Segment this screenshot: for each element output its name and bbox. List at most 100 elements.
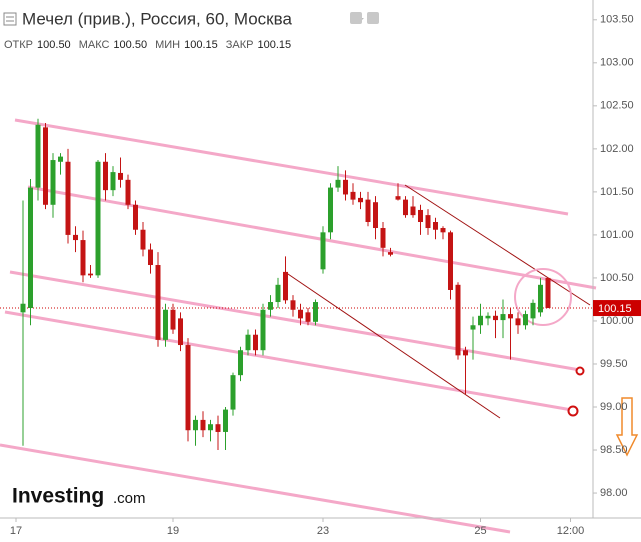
candle-body: [508, 314, 513, 319]
candle-body: [418, 209, 423, 222]
candle-body: [208, 424, 213, 431]
candle-body: [470, 325, 476, 330]
y-tick-label: 98.00: [600, 487, 628, 499]
candle-body: [380, 228, 386, 248]
channel-line: [27, 185, 597, 290]
trend-line: [404, 184, 591, 306]
candle-body: [185, 345, 191, 431]
candle-body: [65, 161, 71, 235]
summary-value: 100.50: [37, 39, 71, 51]
candle-body: [538, 284, 543, 313]
summary-label: ЗАКР: [226, 39, 254, 51]
candle-body: [110, 172, 116, 191]
summary-label: МИН: [155, 39, 180, 51]
candle-body: [193, 419, 198, 431]
candle-body: [313, 302, 318, 322]
anchor-point: [567, 405, 579, 417]
candle-body: [440, 228, 446, 233]
candle-body: [215, 424, 221, 432]
candle-body: [238, 350, 243, 376]
candle-body: [448, 232, 453, 290]
candle-body: [283, 271, 288, 301]
candle-body: [35, 124, 41, 188]
candle-body: [253, 334, 258, 351]
x-tick-label: 12:00: [557, 525, 585, 537]
candle-body: [80, 240, 86, 276]
y-tick-label: 103.00: [600, 57, 634, 69]
candle-body: [268, 302, 273, 310]
candle-body: [170, 309, 176, 330]
brand-suffix: .com: [113, 490, 146, 507]
y-tick-label: 102.50: [600, 100, 634, 112]
candle-body: [493, 315, 498, 321]
y-tick-label: 100.00: [600, 315, 634, 327]
candle-body: [298, 309, 303, 319]
candle-body: [118, 172, 123, 180]
y-tick-label: 100.50: [600, 272, 634, 284]
y-tick-label: 98.50: [600, 444, 628, 456]
candle-body: [73, 234, 78, 241]
candle-body: [388, 252, 393, 255]
last-price-label: 100.15: [598, 303, 632, 315]
y-tick-label: 101.00: [600, 229, 634, 241]
x-tick-label: 17: [10, 525, 22, 537]
candle-body: [103, 161, 108, 191]
candle-body: [305, 312, 311, 322]
candle-body: [365, 199, 371, 222]
summary-label: ОТКР: [4, 39, 33, 51]
candle-body: [140, 229, 146, 250]
candle-body: [373, 202, 378, 229]
x-tick-label: 23: [317, 525, 329, 537]
candle-body: [200, 419, 206, 431]
candle-body: [88, 273, 93, 276]
candle-body: [455, 284, 461, 356]
y-tick-label: 101.50: [600, 186, 634, 198]
channel-line: [4, 310, 573, 412]
menu-icon[interactable]: [3, 12, 17, 26]
candle-body: [275, 284, 281, 303]
summary-value: 100.15: [257, 39, 291, 51]
y-tick-label: 102.00: [600, 143, 634, 155]
y-tick-label: 99.50: [600, 358, 628, 370]
candle-body: [95, 161, 101, 276]
settings-icon[interactable]: [350, 12, 362, 24]
brand: Investing .com: [12, 485, 146, 508]
y-tick-label: 103.50: [600, 14, 634, 26]
candle-body: [178, 318, 183, 346]
candle-body: [155, 265, 161, 340]
ohlc-summary: ОТКР 100.50 МАКС 100.50 МИН 100.15 ЗАКР 100.15: [4, 39, 291, 51]
candle-body: [148, 249, 153, 266]
candle-body: [28, 187, 33, 309]
channel-line: [14, 118, 569, 216]
candle-body: [500, 314, 506, 321]
candle-body: [463, 350, 468, 356]
brand-name: Investing: [12, 485, 104, 508]
candle-body: [320, 232, 326, 270]
trend-line: [284, 271, 501, 419]
summary-value: 100.50: [113, 39, 147, 51]
candle-body: [245, 334, 251, 351]
candle-body: [290, 300, 296, 310]
candle-body: [133, 204, 138, 230]
close-icon[interactable]: [367, 12, 379, 24]
candle-body: [260, 309, 266, 351]
down-arrow: [615, 397, 639, 457]
x-tick-label: 25: [474, 525, 486, 537]
candle-body: [50, 160, 56, 205]
candle-body: [410, 206, 416, 216]
candle-body: [403, 199, 408, 216]
summary-value: 100.15: [184, 39, 218, 51]
chart-title: Мечел (прив.), Россия, 60, Москва: [22, 9, 292, 28]
candle-body: [358, 197, 363, 203]
summary-label: МАКС: [79, 39, 110, 51]
candle-body: [395, 196, 401, 200]
anchor-point: [575, 366, 585, 376]
candle-body: [433, 222, 438, 230]
candle-body: [163, 309, 168, 340]
candle-body: [350, 191, 356, 200]
drawings: [0, 118, 639, 534]
last-price-box: [593, 300, 641, 317]
candle-body: [523, 314, 528, 326]
